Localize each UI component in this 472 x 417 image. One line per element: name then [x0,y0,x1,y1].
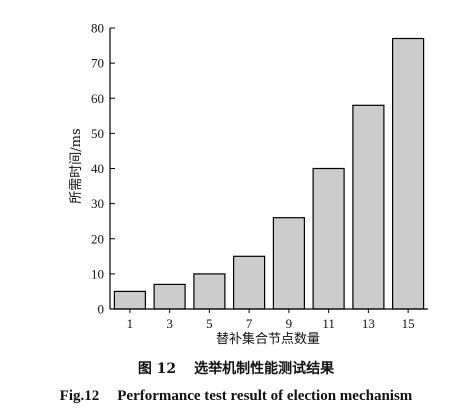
figure-number-chinese: 图 12 [137,361,177,377]
y-tick-label-50: 50 [91,126,104,141]
bar-15 [392,37,425,310]
bar-3 [153,283,186,310]
figure-caption-english: Fig.12 Performance test result of electio… [0,388,472,405]
bars-group [113,37,425,310]
bar-1 [113,290,147,310]
y-tick-label-0: 0 [98,302,105,317]
x-tick-label-11: 11 [322,316,335,331]
bar-5 [193,273,226,310]
y-tick-label-10: 10 [91,266,104,281]
bar-13 [352,104,385,310]
x-tick-label-9: 9 [286,316,293,331]
x-tick-label-15: 15 [402,316,415,331]
figure-number-english: Fig.12 [59,388,100,404]
y-tick-label-30: 30 [91,196,104,211]
x-tick-label-13: 13 [362,316,375,331]
x-tick-label-5: 5 [206,316,213,331]
bar-11 [312,167,345,310]
y-tick-label-80: 80 [91,21,104,36]
figure-title-english: Performance test result of election mech… [117,388,413,404]
x-tick-label-3: 3 [166,316,173,331]
x-ticks-group: 1 3 5 7 9 11 13 15 [127,309,415,331]
y-tick-label-70: 70 [91,56,104,71]
bar-9 [272,217,305,310]
x-tick-label-7: 7 [246,316,253,331]
x-axis-title: 替补集合节点数量 [216,331,320,347]
figure-title-chinese: 选举机制性能测试结果 [194,361,335,377]
y-ticks-group: 0 10 20 30 40 50 60 70 80 [91,21,115,317]
figure-caption-chinese: 图 12 选举机制性能测试结果 [0,358,472,378]
bar-7 [233,255,266,310]
x-tick-label-1: 1 [127,316,134,331]
y-tick-label-40: 40 [91,161,104,176]
y-tick-label-20: 20 [91,231,104,246]
y-tick-label-60: 60 [91,91,104,106]
y-axis-title: 所需时间/ms [69,128,84,203]
